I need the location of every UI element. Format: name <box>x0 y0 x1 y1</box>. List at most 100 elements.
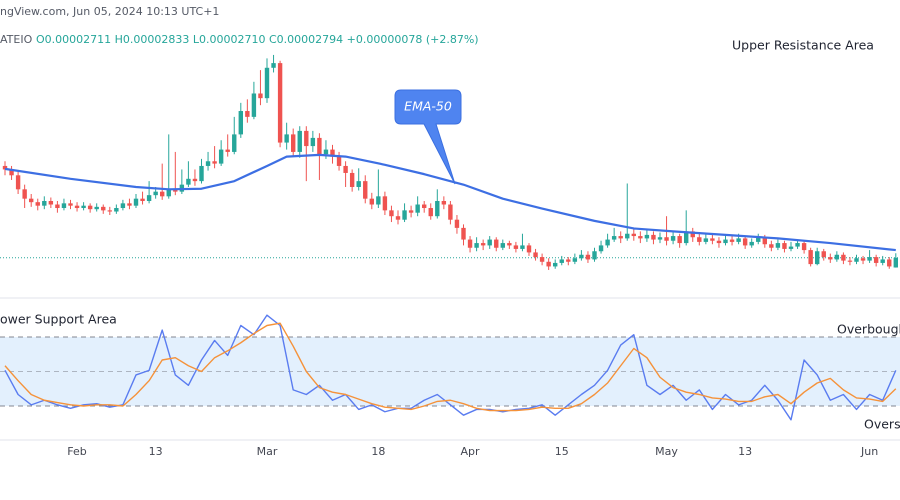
candle-body <box>2 165 8 170</box>
candle-body <box>526 245 532 253</box>
x-tick-label: 18 <box>371 445 385 458</box>
candle-body <box>376 196 381 205</box>
candle-body <box>173 189 178 192</box>
candle-body <box>736 238 741 242</box>
candle-body <box>35 202 40 206</box>
candle-body <box>618 236 623 239</box>
candle-body <box>422 204 427 209</box>
candle-body <box>382 196 388 211</box>
candle-body <box>402 210 407 220</box>
candle-body <box>775 243 781 248</box>
candle-body <box>212 161 217 164</box>
candle-body <box>782 243 787 249</box>
candle-body <box>55 204 60 209</box>
candle-body <box>238 111 243 135</box>
candle-body <box>258 93 263 99</box>
candle-body <box>192 178 198 182</box>
candle-body <box>127 203 132 206</box>
candle-body <box>788 246 794 249</box>
candle-body <box>310 137 316 147</box>
x-tick-label: Feb <box>67 445 86 458</box>
candle-body <box>94 206 99 210</box>
candle-body <box>625 233 630 239</box>
ohlc-readout: O0.00002711 H0.00002833 L0.00002710 C0.0… <box>36 33 479 46</box>
symbol: ATEIO <box>0 33 33 46</box>
candle-body <box>467 239 473 248</box>
candle-body <box>232 134 237 152</box>
candle-body <box>264 67 270 99</box>
candle-body <box>277 63 283 143</box>
candle-body <box>553 262 558 267</box>
candle-body <box>657 237 663 240</box>
candle-body <box>15 175 21 190</box>
candle-body <box>500 243 505 248</box>
x-tick-label: 13 <box>149 445 163 458</box>
candle-body <box>146 195 152 202</box>
candle-body <box>330 149 335 157</box>
price-pane <box>0 54 900 270</box>
candle-body <box>638 236 643 239</box>
candle-body <box>677 236 682 244</box>
panel-title: ower Support Area <box>0 312 117 327</box>
candle-body <box>487 239 492 246</box>
candle-body <box>343 165 348 173</box>
candle-body <box>317 137 322 155</box>
candle-body <box>494 239 499 248</box>
candle-body <box>87 205 93 210</box>
candle-body <box>880 259 885 263</box>
chart-source: ngView.com, Jun 05, 2024 10:13 UTC+1 <box>0 5 219 18</box>
candle-body <box>513 245 519 249</box>
candle-body <box>801 243 807 251</box>
callout-bubble <box>394 89 462 185</box>
candle-body <box>441 201 447 205</box>
ema-callout: EMA-50 <box>394 89 462 185</box>
candle-body <box>716 240 722 244</box>
candle-body <box>61 203 67 209</box>
candle-body <box>631 233 636 237</box>
candle-body <box>729 239 735 242</box>
candle-body <box>218 149 224 164</box>
candle-body <box>336 156 342 166</box>
band-label: Overso <box>864 417 900 432</box>
candle-body <box>29 198 34 203</box>
candle-body <box>828 257 833 260</box>
candle-body <box>251 93 257 117</box>
candle-body <box>389 210 394 217</box>
candle-body <box>271 63 276 68</box>
candle-body <box>101 206 106 211</box>
candle-body <box>670 236 676 241</box>
candle-body <box>710 238 715 241</box>
candle-body <box>579 254 584 259</box>
candle-body <box>474 243 479 248</box>
candle-body <box>297 130 302 152</box>
band-label: Overbough <box>837 322 900 337</box>
annotation: Upper Resistance Area <box>732 38 874 53</box>
candle-body <box>847 260 853 262</box>
x-tick-label: Mar <box>257 445 278 458</box>
candle-body <box>566 259 571 262</box>
candle-body <box>349 172 355 187</box>
candle-body <box>186 178 191 185</box>
x-axis: Feb 13 Mar 18 Apr 15 May 13 Jun <box>67 445 878 458</box>
candle-body <box>841 254 846 261</box>
candle-body <box>507 243 512 246</box>
candle-body <box>834 254 840 260</box>
candle-body <box>769 244 774 248</box>
candle-body <box>245 111 250 117</box>
candle-body <box>749 241 754 246</box>
candle-body <box>120 203 126 209</box>
candle-body <box>435 201 440 217</box>
candle-body <box>893 257 898 268</box>
candle-body <box>140 198 145 202</box>
callout-label: EMA-50 <box>404 99 452 114</box>
candle-body <box>815 251 820 265</box>
x-tick-label: Apr <box>461 445 481 458</box>
candle-body <box>428 208 433 217</box>
candle-body <box>520 245 525 249</box>
candle-body <box>546 261 551 267</box>
candle-body <box>415 204 420 213</box>
candle-body <box>448 204 453 220</box>
candle-body <box>369 198 374 205</box>
x-tick-label: 15 <box>555 445 569 458</box>
